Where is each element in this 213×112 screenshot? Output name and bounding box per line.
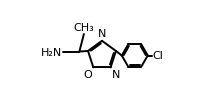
Text: CH₃: CH₃ (73, 23, 94, 33)
Text: N: N (112, 70, 120, 80)
Text: H₂N: H₂N (41, 47, 62, 57)
Text: O: O (84, 70, 92, 80)
Text: N: N (98, 29, 106, 39)
Text: Cl: Cl (153, 51, 164, 61)
